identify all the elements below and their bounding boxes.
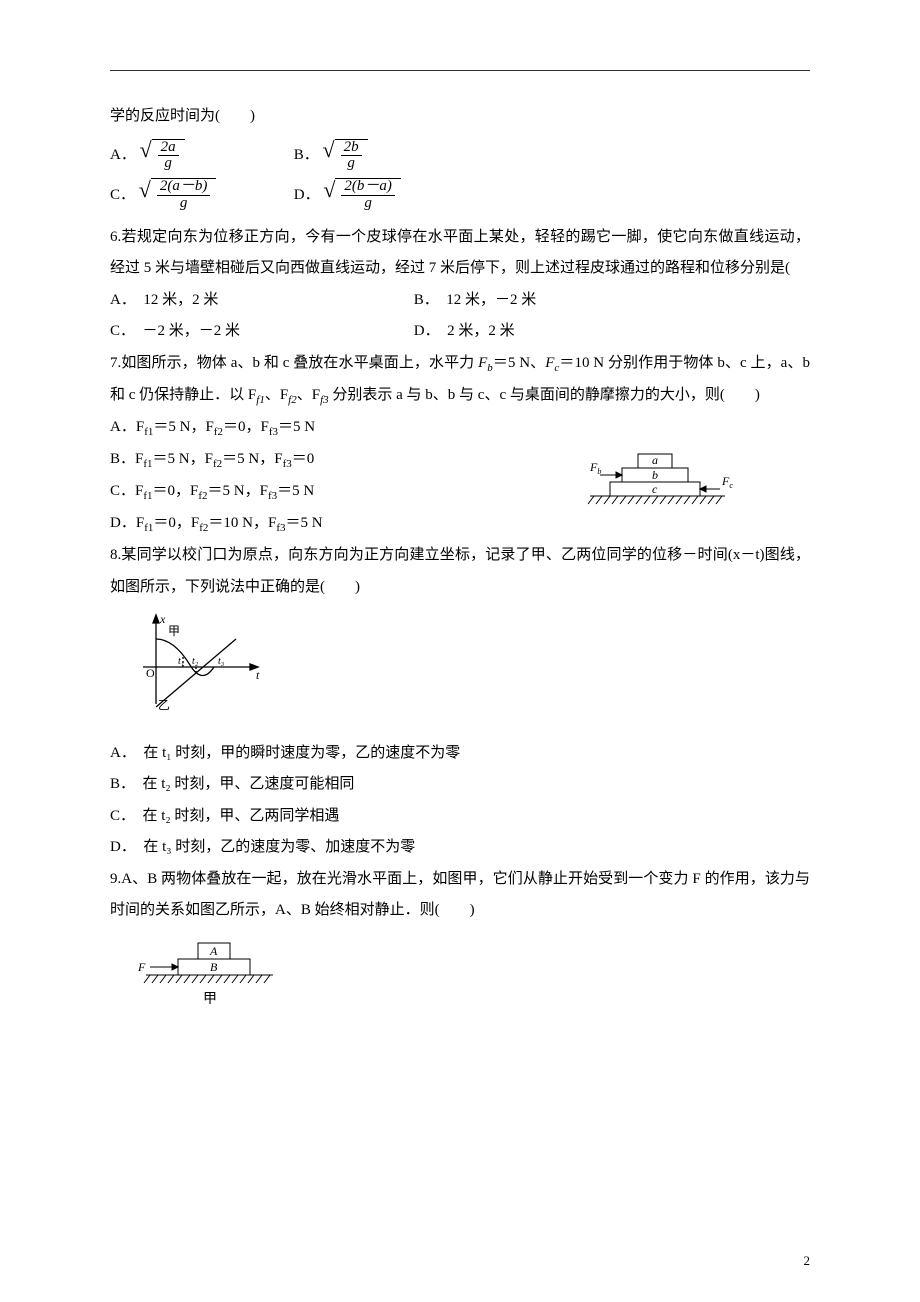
- q7-stem-p3: 分别表示 a 与 b、b 与 c、c 与桌面间的静摩擦力的大小，则( ): [329, 387, 760, 403]
- q7-sf3: f3: [320, 394, 329, 406]
- q5-options-row1: A． √2ag B． √2bg: [110, 139, 810, 173]
- q5-opt-b-label: B．: [294, 146, 319, 166]
- q5-b-num: 2b: [341, 140, 362, 157]
- q7c-2: ＝0，F: [153, 483, 199, 499]
- q7-figure: a b c Fb Fc: [570, 448, 750, 518]
- q7-fc-val: ＝10 N 分别作用于物体: [559, 355, 713, 371]
- q8-graph: x t O 甲 乙 t₁ t₂ t₃: [128, 609, 810, 732]
- q9-figure: A B F 甲: [128, 933, 810, 1031]
- q8-opt-b: B． 在 t₂ 时刻，甲、乙速度可能相同: [110, 769, 810, 801]
- q7c-3: ＝5 N，F: [208, 483, 268, 499]
- q7d-3: ＝10 N，F: [208, 515, 276, 531]
- q7-block: 7.如图所示，物体 a、b 和 c 叠放在水平桌面上，水平力 Fb＝5 N、Fc…: [110, 348, 810, 541]
- q5-stem-tail: 学的反应时间为( ): [110, 101, 810, 133]
- q5-b-den: g: [341, 156, 362, 172]
- q8-axis-x: t: [256, 668, 260, 682]
- q7a-4: ＝5 N: [278, 419, 315, 435]
- q8-label-yi: 乙: [158, 698, 170, 712]
- q7c-s1: f1: [143, 490, 152, 502]
- q7b-1: B．F: [110, 451, 143, 467]
- q7-fb-val: ＝5 N、: [493, 355, 545, 371]
- q5-d-den: g: [341, 196, 395, 212]
- q5-opt-d-label: D．: [294, 186, 320, 206]
- q7a-1: A．F: [110, 419, 144, 435]
- q7c-4: ＝5 N: [277, 483, 314, 499]
- sqrt-icon: √2ag: [140, 139, 185, 173]
- q7b-s3: f3: [283, 458, 292, 470]
- q6-opt-d: D． 2 米，2 米: [414, 316, 515, 348]
- q7a-2: ＝5 N，F: [153, 419, 213, 435]
- q7a-s1: f1: [144, 426, 153, 438]
- q7-fig-c: c: [652, 482, 658, 496]
- q7-sf2: f2: [288, 394, 297, 406]
- q8-origin: O: [146, 666, 155, 680]
- q7c-s3: f3: [268, 490, 277, 502]
- q5-a-num: 2a: [158, 140, 179, 157]
- page-root: 学的反应时间为( ) A． √2ag B． √2bg C． √2(a－b)g D…: [0, 0, 920, 1302]
- q7-mid2: 、F: [297, 387, 320, 403]
- q8-axis-y: x: [159, 612, 166, 626]
- q6-options-row1: A． 12 米，2 米 B． 12 米，－2 米: [110, 285, 810, 317]
- q5-opt-c-label: C．: [110, 186, 135, 206]
- q9-fig-b: B: [210, 960, 218, 974]
- q7d-4: ＝5 N: [285, 515, 322, 531]
- q6-options-row2: C． －2 米，－2 米 D． 2 米，2 米: [110, 316, 810, 348]
- q8-opt-a: A． 在 t₁ 时刻，甲的瞬时速度为零，乙的速度不为零: [110, 738, 810, 770]
- q5-options-row2: C． √2(a－b)g D． √2(b－a)g: [110, 178, 810, 212]
- q7c-s2: f2: [198, 490, 207, 502]
- q7-mid1: 、F: [265, 387, 288, 403]
- q7-stem: 7.如图所示，物体 a、b 和 c 叠放在水平桌面上，水平力 Fb＝5 N、Fc…: [110, 348, 810, 412]
- q5-d-num: 2(b－a): [341, 179, 395, 196]
- sqrt-icon: √2(b－a)g: [323, 178, 401, 212]
- q7-fb: F: [478, 355, 487, 371]
- page-number: 2: [804, 1247, 811, 1274]
- q8-opt-d: D． 在 t₃ 时刻，乙的速度为零、加速度不为零: [110, 832, 810, 864]
- q7d-s2: f2: [199, 522, 208, 534]
- q7d-s1: f1: [144, 522, 153, 534]
- q9-stem: 9.A、B 两物体叠放在一起，放在光滑水平面上，如图甲，它们从静止开始受到一个变…: [110, 864, 810, 927]
- q8-t3: t₃: [218, 656, 225, 667]
- q5-c-den: g: [157, 196, 211, 212]
- q7a-s2: f2: [214, 426, 223, 438]
- q5-c-num: 2(a－b): [157, 179, 211, 196]
- q6-opt-c: C． －2 米，－2 米: [110, 316, 410, 348]
- q8-stem: 8.某同学以校门口为原点，向东方向为正方向建立坐标，记录了甲、乙两位同学的位移－…: [110, 540, 810, 603]
- q7b-s1: f1: [143, 458, 152, 470]
- q7b-4: ＝0: [292, 451, 315, 467]
- q8-opt-c: C． 在 t₂ 时刻，甲、乙两同学相遇: [110, 801, 810, 833]
- q7-fig-fb: Fb: [589, 460, 601, 476]
- q6-opt-b: B． 12 米，－2 米: [414, 285, 537, 317]
- q7a-s3: f3: [269, 426, 278, 438]
- q7b-2: ＝5 N，F: [153, 451, 213, 467]
- q9-fig-a: A: [209, 944, 218, 958]
- q7-opt-a: A．Ff1＝5 N，Ff2＝0，Ff3＝5 N: [110, 412, 810, 444]
- q7c-1: C．F: [110, 483, 143, 499]
- q6-opt-a: A． 12 米，2 米: [110, 285, 410, 317]
- q7-sf1: f1: [256, 394, 265, 406]
- q7d-1: D．F: [110, 515, 144, 531]
- top-rule: [110, 70, 810, 71]
- q6-stem: 6.若规定向东为位移正方向，今有一个皮球停在水平面上某处，轻轻的踢它一脚，使它向…: [110, 222, 810, 285]
- q9-fig-cap: 甲: [203, 992, 217, 1007]
- q7-fig-b: b: [652, 468, 658, 482]
- sqrt-icon: √2(a－b)g: [139, 178, 217, 212]
- q7b-s2: f2: [213, 458, 222, 470]
- sqrt-icon: √2bg: [323, 139, 368, 173]
- q7a-3: ＝0，F: [223, 419, 269, 435]
- q7-fig-a: a: [652, 453, 658, 467]
- q7-stem-p1: 7.如图所示，物体 a、b 和 c 叠放在水平桌面上，水平力: [110, 355, 478, 371]
- q8-t2: t₂: [192, 656, 199, 667]
- q7d-2: ＝0，F: [153, 515, 199, 531]
- q8-label-jia: 甲: [168, 624, 180, 638]
- q5-opt-a-label: A．: [110, 146, 136, 166]
- q7b-3: ＝5 N，F: [222, 451, 282, 467]
- q8-t1: t₁: [178, 656, 184, 667]
- q7-fig-fc: Fc: [721, 474, 733, 490]
- q9-fig-f: F: [137, 960, 146, 974]
- q5-a-den: g: [158, 156, 179, 172]
